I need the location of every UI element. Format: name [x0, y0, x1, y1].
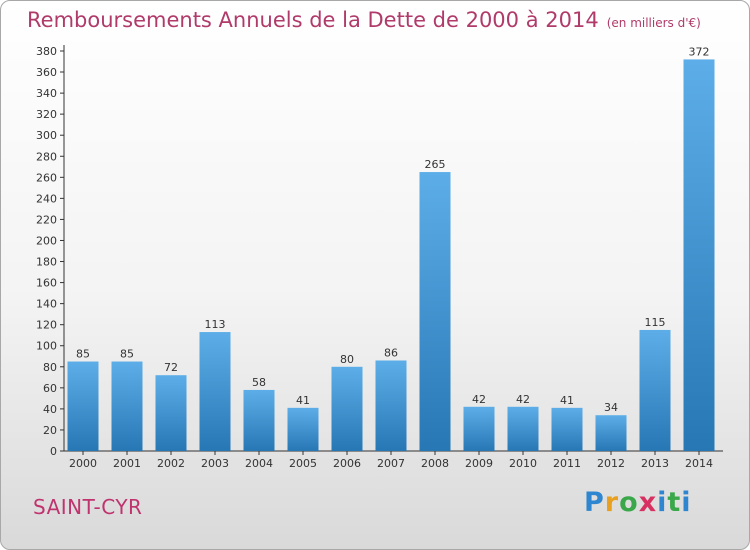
logo-letter: i: [681, 487, 692, 518]
bar: [243, 389, 275, 451]
logo-letter: P: [584, 487, 605, 518]
chart-unit-label: (en milliers d'€): [606, 16, 701, 30]
bar-value-label: 58: [252, 376, 266, 389]
logo-letter: r: [604, 487, 620, 518]
y-tick-label: 340: [36, 87, 57, 100]
y-tick-label: 140: [36, 298, 57, 311]
bar: [463, 406, 495, 451]
y-tick-label: 160: [36, 277, 57, 290]
bar-value-label: 372: [689, 45, 710, 58]
y-tick-label: 20: [43, 424, 57, 437]
bar: [155, 375, 187, 451]
y-tick-label: 100: [36, 340, 57, 353]
bar: [419, 172, 451, 452]
proxiti-logo: Proxiti: [584, 487, 692, 518]
y-tick-label: 60: [43, 382, 57, 395]
bar-value-label: 113: [205, 318, 226, 331]
y-tick-label: 120: [36, 319, 57, 332]
bar-value-label: 72: [164, 361, 178, 374]
bar-value-label: 115: [645, 316, 666, 329]
x-tick-label: 2002: [157, 457, 185, 470]
logo-letter: x: [638, 487, 658, 518]
y-tick-label: 280: [36, 150, 57, 163]
bar: [551, 407, 583, 451]
bar: [683, 59, 715, 451]
bar-value-label: 41: [296, 394, 310, 407]
y-tick-label: 360: [36, 66, 57, 79]
bar: [199, 332, 231, 451]
chart-title: Remboursements Annuels de la Dette de 20…: [27, 8, 701, 32]
chart-title-text: Remboursements Annuels de la Dette de 20…: [27, 8, 599, 32]
bar: [639, 329, 671, 451]
bar-value-label: 34: [604, 401, 618, 414]
y-tick-label: 80: [43, 361, 57, 374]
bar-value-label: 85: [120, 348, 134, 361]
x-tick-label: 2000: [69, 457, 97, 470]
logo-letter: i: [657, 487, 668, 518]
x-tick-label: 2013: [641, 457, 669, 470]
y-tick-label: 240: [36, 192, 57, 205]
x-tick-label: 2011: [553, 457, 581, 470]
bar-value-label: 265: [425, 158, 446, 171]
y-tick-label: 260: [36, 171, 57, 184]
y-tick-label: 0: [50, 445, 57, 458]
x-tick-label: 2005: [289, 457, 317, 470]
x-tick-label: 2006: [333, 457, 361, 470]
logo-letter: o: [619, 487, 639, 518]
bar-value-label: 41: [560, 394, 574, 407]
x-tick-label: 2009: [465, 457, 493, 470]
bar: [111, 361, 143, 451]
bar-value-label: 86: [384, 346, 398, 359]
bar: [287, 407, 319, 451]
x-tick-label: 2008: [421, 457, 449, 470]
bar-value-label: 85: [76, 348, 90, 361]
bar: [507, 406, 539, 451]
y-tick-label: 300: [36, 129, 57, 142]
y-tick-label: 180: [36, 256, 57, 269]
x-tick-label: 2003: [201, 457, 229, 470]
logo-letter: t: [667, 487, 682, 518]
bar: [595, 415, 627, 451]
y-tick-label: 380: [36, 45, 57, 58]
bar-value-label: 42: [472, 393, 486, 406]
x-tick-label: 2014: [685, 457, 713, 470]
x-tick-label: 2012: [597, 457, 625, 470]
y-tick-label: 40: [43, 403, 57, 416]
y-tick-label: 320: [36, 108, 57, 121]
y-tick-label: 200: [36, 234, 57, 247]
bar: [331, 366, 363, 451]
x-tick-label: 2004: [245, 457, 273, 470]
bar-value-label: 80: [340, 353, 354, 366]
city-name: SAINT-CYR: [33, 495, 143, 519]
x-tick-label: 2007: [377, 457, 405, 470]
bar: [67, 361, 99, 451]
x-tick-label: 2001: [113, 457, 141, 470]
bar-value-label: 42: [516, 393, 530, 406]
x-tick-label: 2010: [509, 457, 537, 470]
y-tick-label: 220: [36, 213, 57, 226]
bar: [375, 360, 407, 451]
